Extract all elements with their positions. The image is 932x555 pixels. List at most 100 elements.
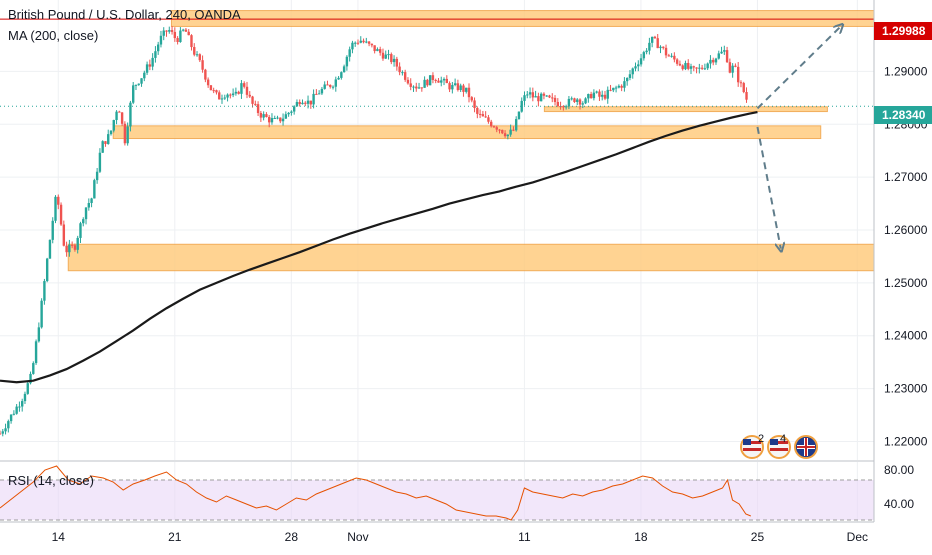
candle-body: [132, 85, 135, 103]
candle-body: [57, 196, 60, 205]
candle-body: [362, 40, 365, 43]
candle-body: [406, 79, 410, 84]
candle-body: [542, 93, 546, 96]
candle-body: [292, 106, 296, 112]
candle-body: [215, 90, 218, 93]
price-zone[interactable]: [543, 106, 828, 113]
candle-body: [556, 101, 560, 107]
zone-layer[interactable]: [67, 10, 875, 272]
candle-body: [317, 93, 321, 95]
candle-body: [179, 30, 182, 42]
candle-body: [548, 95, 551, 98]
time-tick-label: 14: [52, 530, 66, 544]
candle-body: [498, 129, 501, 131]
candle-body: [601, 94, 604, 97]
candle-body: [4, 428, 7, 432]
candle-body: [692, 66, 695, 68]
candle-body: [670, 55, 673, 57]
candle-body: [254, 103, 257, 105]
candle-body: [390, 54, 393, 63]
candle-body: [578, 99, 582, 105]
candle-body: [109, 130, 113, 135]
candle-body: [51, 220, 54, 240]
chart-title[interactable]: British Pound / U.S. Dollar, 240, OANDA: [8, 7, 241, 22]
arrow-layer[interactable]: [756, 26, 840, 249]
candle-body: [298, 102, 301, 105]
candle-body: [48, 239, 52, 259]
candle-body: [723, 50, 726, 52]
candle-body: [315, 93, 318, 95]
candle-body: [659, 46, 662, 49]
price-zone[interactable]: [170, 10, 875, 27]
candle-body: [93, 180, 96, 199]
candle-body: [625, 77, 629, 82]
candle-body: [59, 204, 63, 225]
candle-body: [503, 133, 507, 137]
candle-body: [176, 38, 179, 42]
candle-body: [576, 99, 579, 102]
candle-body: [181, 29, 185, 31]
rsi-legend-label[interactable]: RSI (14, close): [8, 473, 94, 488]
candle-body: [648, 42, 651, 51]
candle-body: [76, 237, 79, 250]
candle-body: [698, 67, 701, 69]
candle-body: [193, 47, 196, 55]
candle-body: [681, 65, 684, 70]
candle-body: [484, 116, 487, 118]
candle-body: [329, 84, 332, 87]
candle-body: [198, 54, 202, 61]
economic-events-badges[interactable]: 2 4: [740, 433, 818, 459]
candle-body: [90, 198, 93, 204]
candle-body: [326, 84, 329, 86]
time-axis-background[interactable]: [0, 522, 932, 550]
candle-body: [687, 62, 690, 69]
candle-body: [251, 96, 254, 104]
candle-body: [428, 75, 432, 86]
candle-body: [562, 106, 565, 108]
candle-body: [145, 64, 149, 73]
candle-body: [218, 92, 221, 100]
ma-legend-label[interactable]: MA (200, close): [8, 28, 98, 43]
candle-body: [689, 66, 693, 69]
candle-body: [570, 98, 573, 100]
projection-arrow[interactable]: [756, 126, 780, 249]
candle-body: [259, 113, 263, 118]
candle-body: [545, 95, 548, 97]
candle-body: [237, 91, 240, 94]
candle-body: [206, 79, 210, 86]
candle-body: [587, 94, 590, 99]
price-zone[interactable]: [112, 125, 822, 140]
candle-body: [403, 72, 407, 80]
candle-body: [220, 98, 224, 100]
projection-arrow[interactable]: [756, 26, 840, 110]
candle-layer: [0, 25, 748, 437]
candle-body: [637, 64, 640, 67]
candle-body: [639, 58, 643, 65]
price-axis-background[interactable]: [874, 0, 932, 522]
candle-body: [337, 77, 340, 80]
candle-body: [567, 98, 571, 107]
candle-body: [12, 413, 16, 415]
candle-body: [173, 31, 177, 39]
candle-body: [340, 72, 343, 78]
candle-body: [201, 60, 204, 70]
candle-body: [137, 83, 140, 85]
candle-body: [442, 78, 446, 81]
candle-body: [662, 46, 665, 48]
upper-price-badge-text: 1.29988: [882, 24, 926, 38]
candle-body: [531, 92, 535, 98]
candle-body: [495, 127, 498, 130]
us-flag-stripe: [743, 448, 761, 451]
candle-body: [573, 98, 576, 102]
candle-body: [526, 94, 529, 96]
candle-body: [412, 86, 415, 88]
candle-body: [65, 245, 68, 253]
candle-body: [606, 89, 609, 99]
candle-body: [209, 85, 213, 91]
price-zone[interactable]: [67, 243, 875, 272]
candle-body: [684, 62, 687, 70]
candle-body: [87, 203, 91, 208]
price-tick-label: 1.23000: [884, 382, 928, 396]
